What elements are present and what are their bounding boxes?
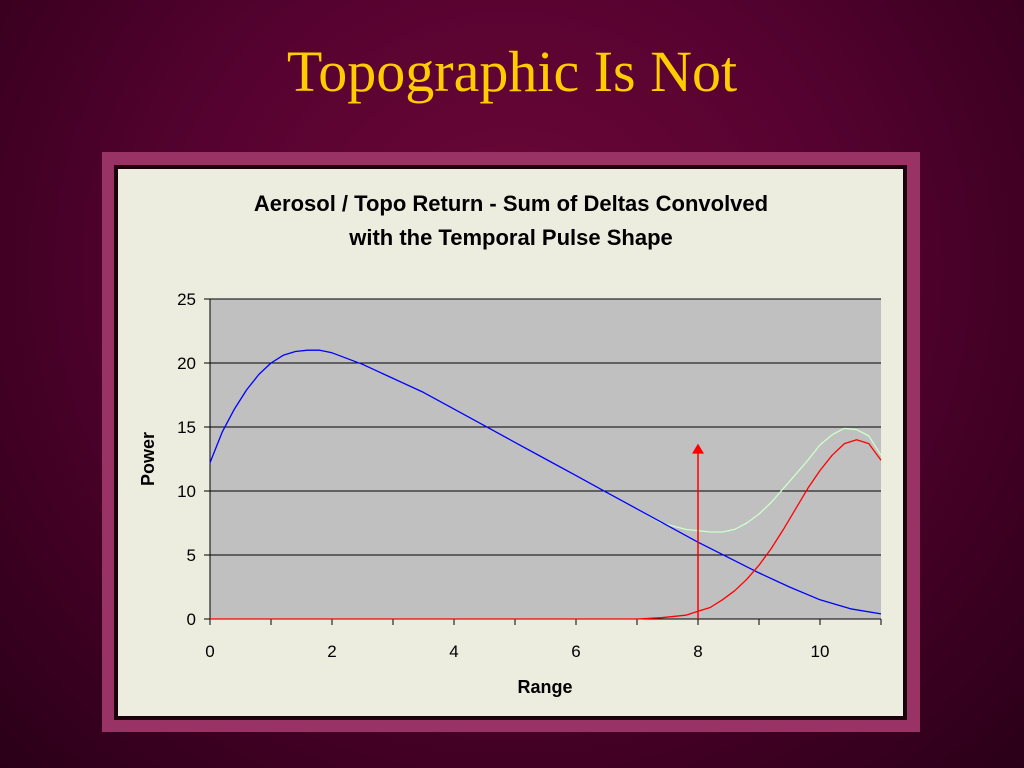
chart-panel: Aerosol / Topo Return - Sum of Deltas Co… xyxy=(118,169,903,716)
slide-title: Topographic Is Not xyxy=(286,39,738,104)
y-tick-label-10: 10 xyxy=(177,482,196,501)
y-tick-label-20: 20 xyxy=(177,354,196,373)
axes: 0 5 10 15 20 25 0 2 4 6 8 10 xyxy=(177,290,882,661)
y-tick-label-15: 15 xyxy=(177,418,196,437)
x-axis-label: Range xyxy=(517,677,572,697)
line-chart: Aerosol / Topo Return - Sum of Deltas Co… xyxy=(138,191,882,697)
y-axis-label: Power xyxy=(138,432,158,486)
series-line-1 xyxy=(209,349,882,615)
x-tick-label-0: 0 xyxy=(205,642,214,661)
annotation-layer xyxy=(692,443,704,619)
x-tick-label-4: 4 xyxy=(449,642,458,661)
x-tick-label-10: 10 xyxy=(811,642,830,661)
x-tick-label-8: 8 xyxy=(693,642,702,661)
y-tick-label-0: 0 xyxy=(187,610,196,629)
chart-title-line-2: with the Temporal Pulse Shape xyxy=(348,225,673,250)
annotation-arrow-head xyxy=(692,443,704,454)
x-tick-label-6: 6 xyxy=(571,642,580,661)
series-line-2 xyxy=(210,439,882,620)
y-tick-label-25: 25 xyxy=(177,290,196,309)
chart-title-line-1: Aerosol / Topo Return - Sum of Deltas Co… xyxy=(254,191,768,216)
y-tick-label-5: 5 xyxy=(187,546,196,565)
gridlines xyxy=(210,298,881,556)
x-tick-label-2: 2 xyxy=(327,642,336,661)
